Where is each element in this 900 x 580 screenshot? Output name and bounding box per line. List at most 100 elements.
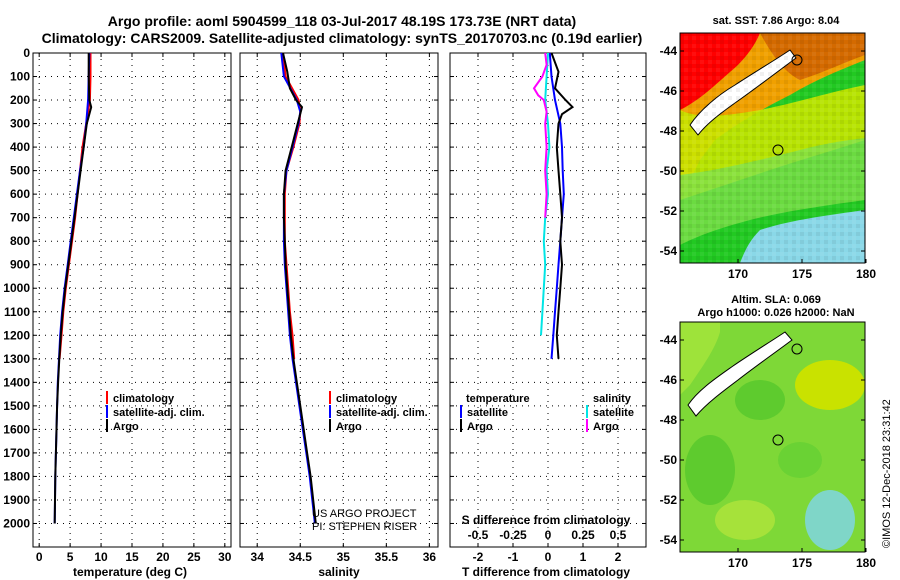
- series-line-t-satellite: [548, 52, 565, 359]
- lat-tick-label: -46: [660, 84, 678, 98]
- x-tick-label: 20: [156, 550, 170, 564]
- south-island-land: [687, 331, 793, 417]
- sst-contour-marker: [791, 54, 803, 66]
- argo-position-marker: [772, 144, 784, 156]
- series-line-t-argo: [550, 52, 575, 359]
- sst-map-title: sat. SST: 7.86 Argo: 8.04: [713, 15, 841, 27]
- s-tick-label: 0.25: [571, 528, 595, 542]
- x-tick-label: 0: [545, 550, 552, 564]
- s-difference-label: S difference from climatology: [462, 513, 631, 527]
- credit-line1: US ARGO PROJECT: [312, 508, 417, 520]
- lon-tick-label: 175: [792, 556, 812, 570]
- y-tick-label: 800: [10, 234, 30, 248]
- y-tick-label: 500: [10, 164, 30, 178]
- sla-map-frame: [679, 321, 866, 553]
- sla-patch: [735, 380, 785, 420]
- x-tick-label: 25: [187, 550, 201, 564]
- sla-contour-marker: [791, 343, 803, 355]
- sst-map-frame: [679, 32, 866, 264]
- legend-label-satellite: satellite-adj. clim.: [113, 407, 205, 419]
- y-tick-label: 900: [10, 258, 30, 272]
- sst-map: [680, 33, 865, 263]
- legend-title-salinity: salinity: [593, 393, 632, 405]
- y-tick-label: 1600: [3, 422, 30, 436]
- x-tick-label: -2: [473, 550, 484, 564]
- sla-patch: [685, 435, 735, 505]
- x-tick-label: 5: [67, 550, 74, 564]
- difference-xlabel: T difference from climatology: [462, 565, 630, 579]
- sst-map-axes: -44 -46 -48 -50 -52 -54 170 175 180: [660, 44, 877, 281]
- temperature-legend: climatology satellite-adj. clim. Argo: [106, 391, 205, 433]
- sla-patch: [715, 500, 775, 540]
- sla-patch: [680, 322, 720, 395]
- legend-label-satellite: satellite-adj. clim.: [336, 407, 428, 419]
- legend-title-temperature: temperature: [466, 393, 530, 405]
- legend-label-argo: Argo: [336, 421, 362, 433]
- lat-tick-label: -52: [660, 204, 678, 218]
- x-tick-label: 34: [251, 550, 265, 564]
- sla-cyan-patch: [805, 490, 855, 550]
- x-tick-label: 35: [337, 550, 351, 564]
- y-tick-label: 1800: [3, 469, 30, 483]
- y-tick-label: 300: [10, 117, 30, 131]
- series-line-argo: [53, 53, 93, 524]
- legend-label-climatology: climatology: [336, 393, 398, 405]
- y-tick-label: 1000: [3, 281, 30, 295]
- sla-map: [680, 322, 865, 552]
- legend-label-s-argo: Argo: [593, 421, 619, 433]
- y-tick-label: 700: [10, 211, 30, 225]
- s-tick-label: 0.5: [610, 528, 627, 542]
- y-tick-label: 1100: [4, 305, 30, 319]
- credit-line2: PI: STEPHEN RISER: [312, 521, 417, 533]
- figure-title-line1: Argo profile: aoml 5904599_118 03-Jul-20…: [108, 13, 576, 29]
- y-tick-label: 1700: [3, 446, 30, 460]
- x-tick-label: 2: [615, 550, 622, 564]
- sla-map-title-line1: Altim. SLA: 0.069: [731, 294, 821, 306]
- y-tick-label: 600: [10, 187, 30, 201]
- series-line-s-satellite: [540, 52, 551, 336]
- series-line-s-argo: [532, 52, 548, 218]
- sla-high-patch: [795, 360, 865, 410]
- s-tick-label: -0.25: [499, 528, 527, 542]
- lat-tick-label: -46: [660, 373, 678, 387]
- lat-tick-label: -44: [660, 44, 678, 58]
- legend-label-argo: Argo: [113, 421, 139, 433]
- argo-position-marker: [772, 434, 784, 446]
- sst-pixel-texture: [680, 33, 865, 263]
- temperature-chart: 0100200300400500600700800900100011001200…: [3, 46, 232, 564]
- y-tick-label: 0: [23, 46, 30, 60]
- series-line-satellite-adj-clim-: [53, 52, 91, 524]
- x-tick-label: 1: [580, 550, 587, 564]
- legend-label-t-argo: Argo: [467, 421, 493, 433]
- lon-tick-label: 175: [792, 267, 812, 281]
- y-tick-label: 1300: [3, 352, 30, 366]
- sla-map-title-line2: Argo h1000: 0.026 h2000: NaN: [697, 307, 854, 319]
- y-tick-label: 1200: [3, 328, 30, 342]
- sla-patch: [778, 442, 822, 478]
- figure-title-line2: Climatology: CARS2009. Satellite-adjuste…: [42, 30, 643, 46]
- lat-tick-label: -44: [660, 333, 678, 347]
- sla-map-axes: -44 -46 -48 -50 -52 -54 170 175 180: [660, 333, 877, 570]
- lat-tick-label: -54: [660, 244, 678, 258]
- lon-tick-label: 170: [728, 267, 748, 281]
- x-tick-label: 15: [125, 550, 139, 564]
- y-tick-label: 100: [10, 70, 30, 84]
- temperature-xlabel: temperature (deg C): [73, 565, 187, 579]
- s-tick-label: 0: [545, 528, 552, 542]
- legend-label-t-satellite: satellite: [467, 407, 508, 419]
- difference-legend: temperature satellite Argo salinity sate…: [460, 393, 634, 433]
- salinity-xlabel: salinity: [318, 565, 360, 579]
- difference-chart: -2 -1 0 1 2 -0.5 -0.25 0 0.25 0.5: [450, 52, 646, 564]
- s-tick-label: -0.5: [468, 528, 489, 542]
- lat-tick-label: -52: [660, 493, 678, 507]
- lat-tick-label: -50: [660, 164, 678, 178]
- lon-tick-label: 180: [856, 267, 876, 281]
- series-line-climatology: [282, 52, 302, 359]
- y-tick-label: 2000: [3, 516, 30, 530]
- series-line-argo: [282, 52, 317, 524]
- x-tick-label: 36: [423, 550, 437, 564]
- x-tick-label: -1: [508, 550, 519, 564]
- imos-timestamp: ©IMOS 12-Dec-2018 23:31:42: [881, 399, 893, 548]
- x-tick-label: 35.5: [375, 550, 399, 564]
